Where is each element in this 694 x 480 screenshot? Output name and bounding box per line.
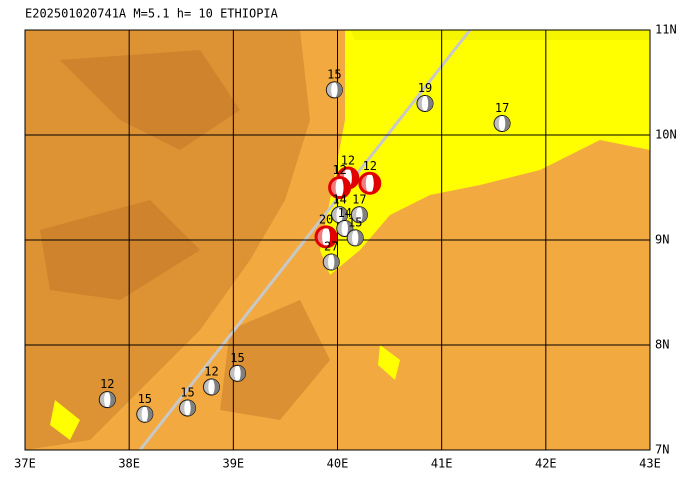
x-tick-label: 38E [118,457,140,471]
focal-mechanism [358,171,382,195]
beachball-quadrant [417,95,425,112]
beachball-quadrant [351,206,360,223]
beachball-quadrant [494,115,503,132]
depth-label: 15 [348,215,362,229]
focal-mechanism [346,229,364,247]
depth-label: 12 [100,377,114,391]
beachball-quadrant [211,379,220,395]
beachball-quadrant [187,400,196,416]
y-tick-label: 10N [655,128,677,142]
map-title: E202501020741A M=5.1 h= 10 ETHIOPIA [25,7,279,21]
depth-label: 14 [338,206,352,220]
beachball-quadrant [339,206,348,223]
beachball-ring [358,171,382,195]
focal-mechanism [416,95,434,112]
depth-label: 15 [138,392,152,406]
beachball-quadrant [336,220,345,237]
beachball-quadrant [229,365,238,382]
depth-label: 17 [495,101,509,115]
focal-mechanism [202,378,220,396]
beachball-quadrant [331,206,340,223]
depth-label: 14 [332,192,346,206]
depth-label: 15 [327,67,341,81]
y-tick-label: 9N [655,233,669,247]
beachball-quadrant [237,365,246,382]
y-tick-label: 11N [655,23,677,37]
depth-label: 12 [363,159,377,173]
y-tick-label: 7N [655,443,669,457]
x-tick-label: 40E [327,457,349,471]
depth-label: 27 [324,240,338,254]
beachball-quadrant [359,206,368,223]
focal-mechanism [179,399,196,417]
focal-mechanism [325,81,343,99]
beachball-quadrant [99,391,108,408]
beachball-quadrant [179,400,188,416]
beachball-quadrant [144,406,153,423]
depth-label: 12 [341,154,355,168]
depth-label: 20 [319,212,333,226]
focal-mechanism [314,225,338,249]
focal-mechanism [136,405,154,423]
x-tick-label: 43E [639,457,661,471]
focal-mechanism [493,114,511,132]
x-tick-label: 37E [14,457,36,471]
depth-label: 15 [180,386,194,400]
y-tick-label: 8N [655,338,669,352]
depth-label: 15 [230,351,244,365]
beachball-quadrant [326,81,335,98]
beachball-quadrant [425,95,433,112]
focal-mechanism [322,253,340,271]
beachball-quadrant [331,254,340,271]
beachball-quadrant [355,229,364,246]
beachball-quadrant [203,379,212,395]
beachball-ring [328,176,352,199]
depth-label: 19 [418,81,432,95]
focal-mechanism [328,176,352,199]
beachball-quadrant [502,115,511,132]
beachball-quadrant [323,254,332,271]
depth-label: 17 [352,192,366,206]
beachball-quadrant [107,391,116,408]
beachball-quadrant [334,81,343,98]
focal-mechanism [350,206,368,224]
x-tick-label: 42E [535,457,557,471]
focal-mechanism [331,206,349,224]
focal-mechanism [98,391,116,409]
depth-label: 12 [204,365,218,379]
beachball-quadrant [347,229,356,246]
beachball-quadrant [136,406,145,423]
focal-mechanism [229,364,246,382]
beachball-ring [314,225,338,249]
x-tick-label: 41E [431,457,453,471]
depth-label: 12 [332,163,346,177]
x-tick-label: 39E [222,457,244,471]
